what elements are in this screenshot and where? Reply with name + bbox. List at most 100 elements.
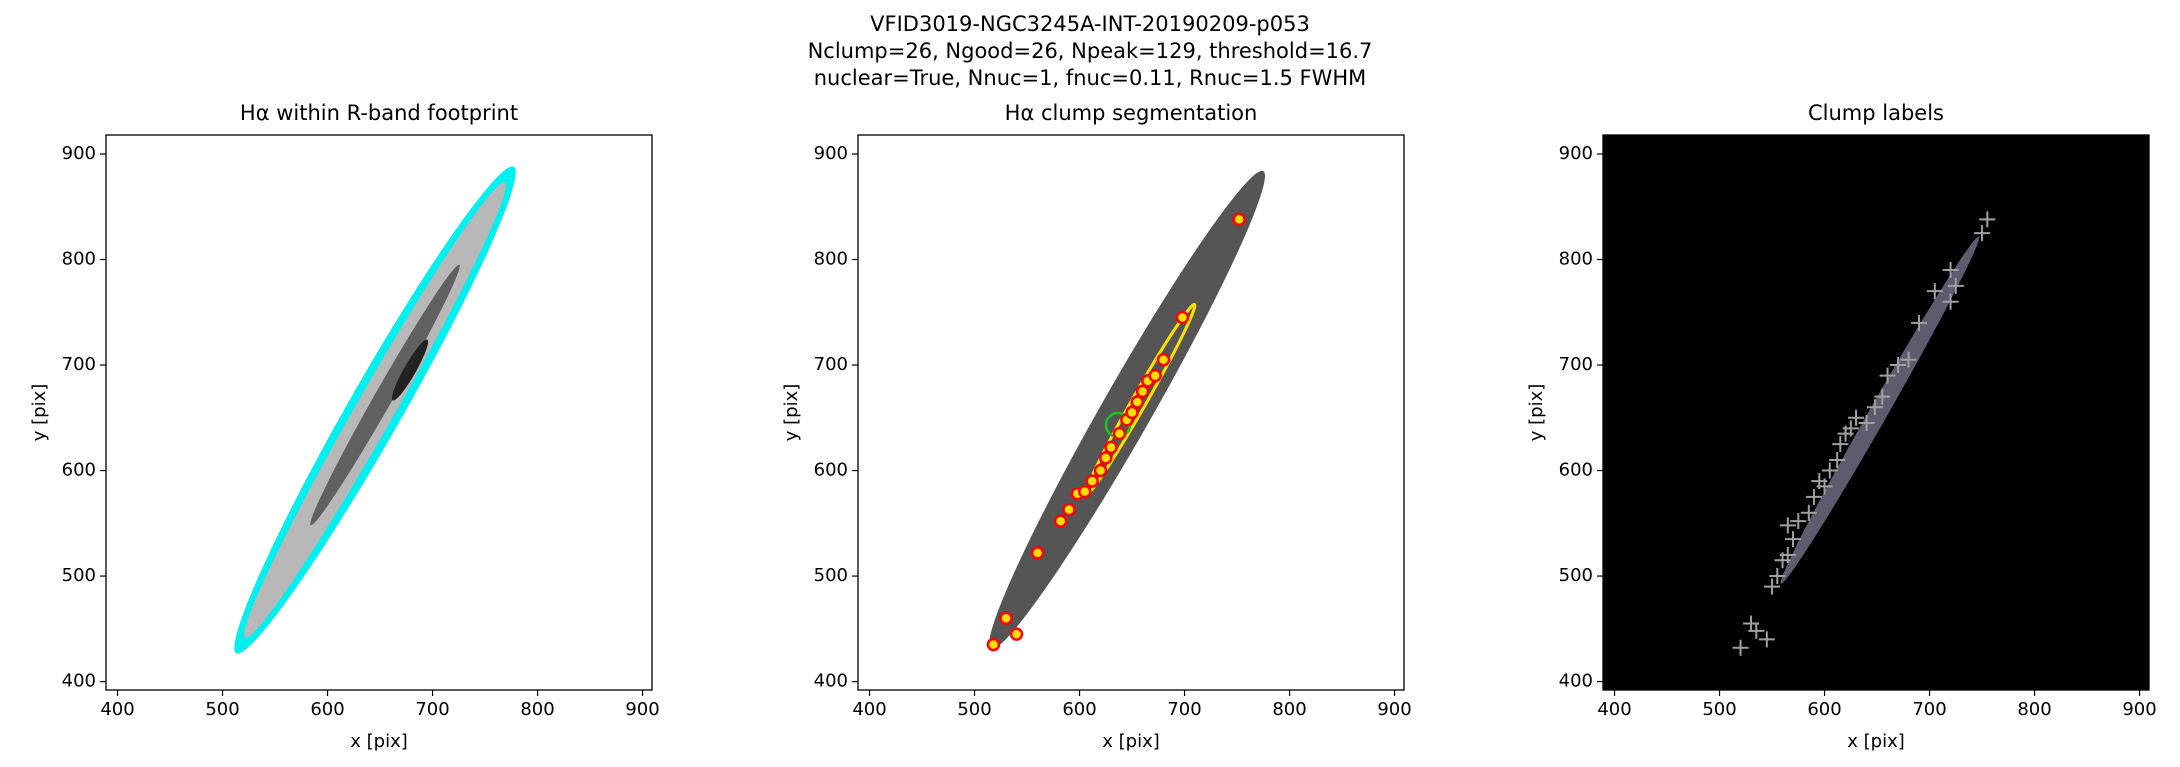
clump-label — [1764, 578, 1781, 595]
y-tick-label: 800 — [1559, 249, 1593, 270]
clump-peak — [1175, 310, 1190, 325]
clump-label — [1779, 517, 1796, 534]
clump-peak — [1125, 405, 1139, 420]
y-axis-label: y [pix] — [781, 384, 802, 442]
clump-label — [1832, 436, 1849, 453]
clump-label — [1926, 283, 1943, 300]
clump-peak — [1112, 426, 1127, 441]
clump-label — [1900, 351, 1917, 368]
panel-title: Hα clump segmentation — [1005, 101, 1258, 125]
y-tick-label: 900 — [1559, 143, 1593, 164]
clump-peak — [1135, 384, 1150, 399]
axes-frame — [105, 134, 653, 691]
axes-frame — [1602, 134, 2150, 691]
x-tick-label: 900 — [625, 699, 659, 720]
y-tick-label: 400 — [814, 671, 848, 692]
clump-peak — [1099, 451, 1113, 465]
galaxy-image — [234, 166, 516, 654]
x-tick-label: 700 — [1912, 699, 1946, 720]
clump-label — [1911, 314, 1928, 331]
clump-peak — [1104, 440, 1118, 455]
clump-peak — [1009, 627, 1024, 641]
y-tick-label: 600 — [814, 460, 848, 481]
y-axis-label: y [pix] — [1526, 384, 1547, 442]
clump-label — [1942, 262, 1959, 279]
clump-peak — [1030, 546, 1045, 560]
clump-peak — [986, 637, 1001, 652]
clump-label — [1879, 367, 1896, 384]
clump-label — [1790, 513, 1807, 530]
figure-title: VFID3019-NGC3245A-INT-20190209-p053 — [870, 12, 1310, 36]
x-tick-label: 400 — [852, 699, 886, 720]
y-tick-label: 600 — [62, 460, 96, 481]
clump-label — [1785, 531, 1802, 548]
clump-label — [1974, 225, 1991, 242]
clump-peak — [999, 611, 1013, 626]
clump-label — [1979, 211, 1996, 228]
clump-peak — [1093, 463, 1108, 478]
y-tick-label: 900 — [814, 143, 848, 164]
clump-label — [1942, 293, 1959, 310]
clump-label — [1816, 478, 1833, 495]
x-axis-label: x [pix] — [350, 731, 408, 752]
x-tick-label: 800 — [1272, 699, 1306, 720]
x-axis-label: x [pix] — [1847, 731, 1905, 752]
clump-label — [1758, 631, 1775, 648]
clump-label — [1947, 277, 1964, 294]
label-image — [1780, 236, 1980, 584]
y-tick-label: 700 — [1559, 354, 1593, 375]
clump-label — [1821, 462, 1838, 479]
y-tick-label: 400 — [62, 671, 96, 692]
axes-frame — [857, 134, 1405, 691]
x-tick-label: 700 — [415, 699, 449, 720]
clump-label — [1748, 622, 1765, 639]
x-tick-label: 500 — [957, 699, 991, 720]
clump-label — [1858, 415, 1875, 432]
clump-peak — [1156, 352, 1171, 367]
x-tick-label: 500 — [205, 699, 239, 720]
clump-label — [1806, 488, 1823, 505]
x-tick-label: 600 — [310, 699, 344, 720]
clump-peak — [1232, 212, 1246, 227]
y-tick-label: 400 — [1559, 671, 1593, 692]
figure-title: Nclump=26, Ngood=26, Npeak=129, threshol… — [808, 39, 1373, 63]
x-tick-label: 900 — [1377, 699, 1411, 720]
y-tick-label: 500 — [1559, 565, 1593, 586]
clump-label — [1732, 639, 1749, 656]
y-tick-label: 600 — [1559, 460, 1593, 481]
x-tick-label: 600 — [1062, 699, 1096, 720]
x-tick-label: 900 — [2122, 699, 2156, 720]
y-axis-label: y [pix] — [29, 384, 50, 442]
figure-title: nuclear=True, Nnuc=1, fnuc=0.11, Rnuc=1.… — [814, 66, 1367, 90]
clump-peak — [1062, 502, 1076, 517]
clump-peak — [1130, 395, 1145, 409]
y-tick-label: 700 — [814, 354, 848, 375]
clump-label — [1866, 399, 1883, 416]
clump-peak — [1053, 514, 1068, 528]
x-tick-label: 700 — [1167, 699, 1201, 720]
clump-label — [1829, 451, 1846, 468]
y-tick-label: 900 — [62, 143, 96, 164]
y-tick-label: 500 — [62, 565, 96, 586]
clump-label — [1769, 568, 1786, 585]
y-tick-label: 800 — [814, 249, 848, 270]
panel-title: Hα within R-band footprint — [240, 101, 518, 125]
x-tick-label: 800 — [2017, 699, 2051, 720]
clump-label — [1779, 546, 1796, 563]
clump-peak — [1078, 484, 1092, 499]
clump-label — [1890, 357, 1907, 374]
y-tick-label: 800 — [62, 249, 96, 270]
panel-title: Clump labels — [1808, 101, 1944, 125]
x-axis-label: x [pix] — [1102, 731, 1160, 752]
y-tick-label: 500 — [814, 565, 848, 586]
x-tick-label: 600 — [1807, 699, 1841, 720]
clump-label — [1848, 409, 1865, 426]
clump-label — [1874, 388, 1891, 405]
x-tick-label: 800 — [520, 699, 554, 720]
x-tick-label: 400 — [100, 699, 134, 720]
clump-peak — [1085, 474, 1099, 488]
clump-label — [1800, 504, 1817, 521]
y-tick-label: 700 — [62, 354, 96, 375]
clump-peak — [1148, 368, 1162, 383]
